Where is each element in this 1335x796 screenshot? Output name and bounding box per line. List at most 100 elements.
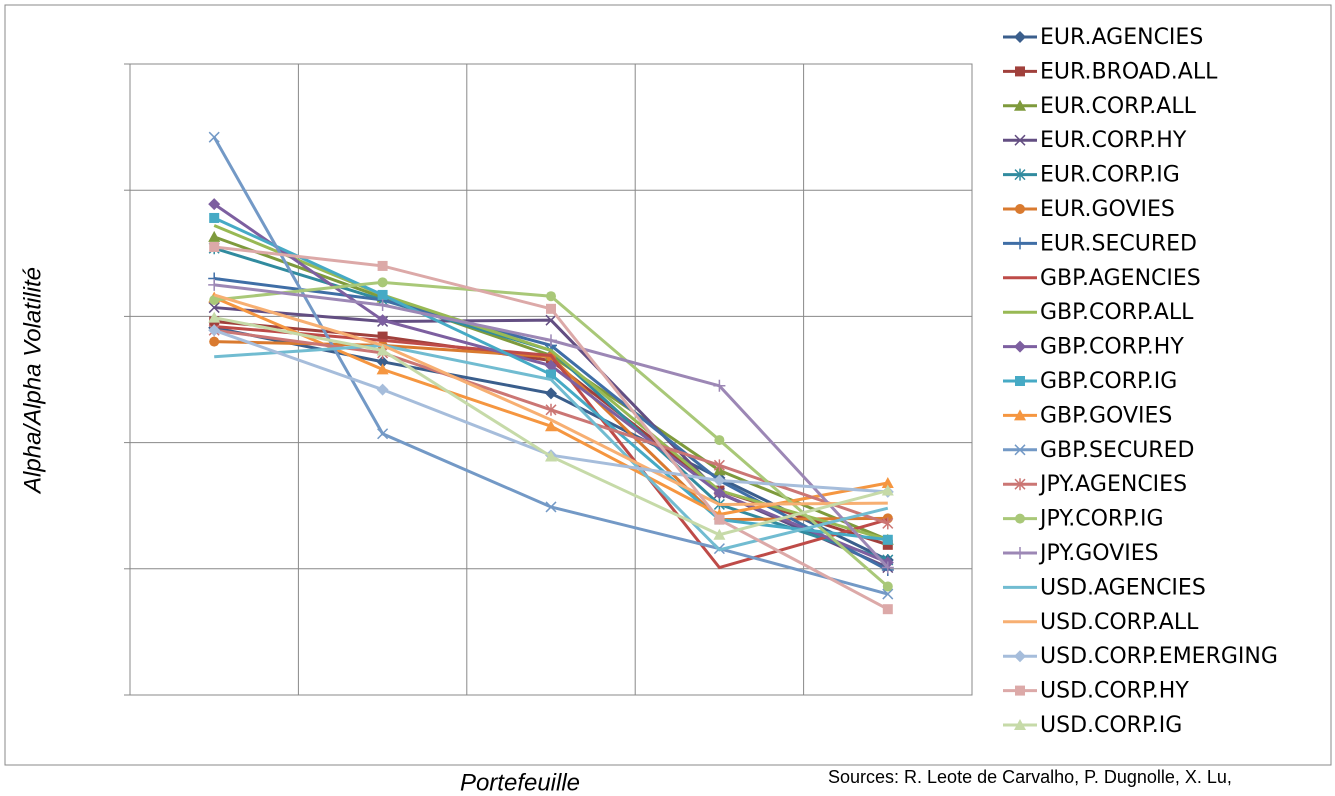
legend-label: EUR.SECURED xyxy=(1040,231,1197,256)
legend-label: EUR.CORP.IG xyxy=(1040,163,1180,188)
marker xyxy=(881,484,894,496)
marker xyxy=(1014,444,1026,456)
series xyxy=(208,311,894,540)
series xyxy=(208,278,894,574)
marker xyxy=(376,355,389,368)
marker xyxy=(377,331,388,342)
legend-label: USD.CORP.ALL xyxy=(1040,610,1199,635)
marker xyxy=(545,403,557,416)
series xyxy=(214,343,889,552)
marker xyxy=(545,334,557,347)
marker xyxy=(376,314,389,327)
marker xyxy=(1014,409,1026,421)
marker xyxy=(545,450,557,462)
marker xyxy=(545,387,557,400)
marker xyxy=(1014,237,1026,250)
legend-label: USD.CORP.EMERGING xyxy=(1040,644,1278,669)
marker xyxy=(882,517,894,530)
series xyxy=(213,293,888,506)
legend-label: JPY.GOVIES xyxy=(1038,541,1159,566)
legend-label: GBP.GOVIES xyxy=(1040,403,1172,428)
marker xyxy=(208,198,221,211)
marker xyxy=(376,299,389,312)
marker xyxy=(1015,66,1025,77)
legend-label: EUR.CORP.HY xyxy=(1040,128,1187,153)
series xyxy=(209,277,893,592)
series-line xyxy=(213,293,888,506)
marker xyxy=(1015,376,1025,386)
marker xyxy=(1014,547,1026,559)
marker xyxy=(1014,134,1026,146)
marker xyxy=(882,581,893,592)
marker xyxy=(882,604,893,615)
marker xyxy=(1014,99,1026,111)
marker xyxy=(209,294,220,305)
legend-label: JPY.AGENCIES xyxy=(1038,472,1187,497)
chart-border xyxy=(4,4,1332,766)
marker xyxy=(208,324,221,337)
series-line xyxy=(214,343,889,552)
marker xyxy=(1014,168,1026,181)
marker xyxy=(1014,650,1026,663)
legend-label: GBP.AGENCIES xyxy=(1040,266,1201,291)
marker xyxy=(713,528,726,540)
y-axis-label: Alpha/Alpha Volatilité xyxy=(19,267,46,495)
source-note: Sources: R. Leote de Carvalho, P. Dugnol… xyxy=(828,767,1232,787)
legend-label: GBP.CORP.ALL xyxy=(1040,300,1194,325)
marker xyxy=(714,514,725,525)
marker xyxy=(713,459,725,472)
series xyxy=(208,198,894,569)
marker xyxy=(881,561,894,574)
series xyxy=(213,224,889,542)
legend-label: USD.CORP.HY xyxy=(1040,679,1189,704)
marker xyxy=(208,230,221,242)
marker xyxy=(546,291,556,302)
marker xyxy=(882,588,894,600)
legend-label: EUR.CORP.ALL xyxy=(1040,94,1197,119)
marker xyxy=(1015,513,1025,524)
marker xyxy=(209,241,220,252)
marker xyxy=(546,369,556,380)
marker xyxy=(209,336,220,347)
marker xyxy=(713,379,726,392)
marker xyxy=(377,289,388,300)
series-line xyxy=(213,224,889,542)
marker xyxy=(208,131,220,143)
marker xyxy=(377,277,388,288)
series xyxy=(209,241,893,615)
marker xyxy=(882,534,893,545)
marker xyxy=(376,383,389,396)
marker xyxy=(545,420,557,432)
marker xyxy=(376,344,389,356)
marker xyxy=(1014,31,1026,43)
marker xyxy=(208,311,221,323)
legend-label: USD.CORP.IG xyxy=(1040,713,1182,738)
legend-label: EUR.GOVIES xyxy=(1040,197,1175,222)
legend-label: GBP.SECURED xyxy=(1040,438,1194,463)
marker xyxy=(546,303,556,314)
marker xyxy=(545,501,557,513)
marker xyxy=(376,363,389,375)
marker xyxy=(714,435,725,446)
marker xyxy=(377,428,389,440)
marker xyxy=(208,302,220,314)
marker xyxy=(881,476,894,488)
legend-label: EUR.AGENCIES xyxy=(1040,25,1203,50)
marker xyxy=(545,359,557,372)
legend-label: USD.AGENCIES xyxy=(1040,575,1206,600)
marker xyxy=(208,278,221,291)
marker xyxy=(1015,685,1025,696)
legend-label: JPY.CORP.IG xyxy=(1038,507,1164,532)
legend-label: GBP.CORP.HY xyxy=(1040,335,1184,360)
marker xyxy=(713,474,726,487)
marker xyxy=(713,487,726,500)
marker xyxy=(1014,478,1026,491)
marker xyxy=(377,260,388,271)
legend-label: GBP.CORP.IG xyxy=(1040,369,1177,394)
marker xyxy=(882,539,893,550)
marker xyxy=(1015,204,1025,214)
series xyxy=(208,131,894,600)
marker xyxy=(545,314,557,326)
